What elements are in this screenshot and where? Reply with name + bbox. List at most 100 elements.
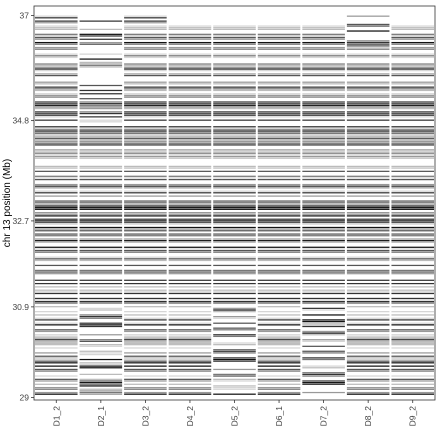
heatmap-cell	[79, 259, 123, 262]
heatmap-cell	[302, 339, 345, 341]
heatmap-cell	[124, 107, 167, 110]
heatmap-cell	[257, 282, 301, 285]
heatmap-cell	[257, 340, 301, 342]
heatmap-cell	[391, 264, 434, 267]
heatmap-cell	[124, 175, 167, 177]
heatmap-cell	[346, 83, 390, 85]
heatmap-cell	[35, 20, 78, 22]
heatmap-cell	[79, 111, 123, 113]
heatmap-cell	[257, 73, 301, 75]
heatmap-cell	[124, 56, 167, 59]
heatmap-cell	[168, 94, 212, 97]
heatmap-cell	[302, 297, 345, 300]
heatmap-cell	[391, 337, 434, 339]
heatmap-cell	[391, 347, 434, 349]
heatmap-cell	[257, 317, 301, 319]
heatmap-cell	[168, 165, 212, 168]
heatmap-cell	[391, 215, 434, 217]
heatmap-cell	[302, 149, 345, 151]
heatmap-cell	[391, 46, 434, 49]
heatmap-cell	[257, 355, 301, 357]
heatmap-cell	[391, 116, 434, 118]
heatmap-cell	[346, 137, 390, 139]
heatmap-cell	[391, 330, 434, 333]
heatmap-cell	[35, 213, 78, 215]
heatmap-cell	[391, 175, 434, 177]
heatmap-cell	[168, 368, 212, 371]
heatmap-cell	[346, 139, 390, 141]
heatmap-cell	[346, 104, 390, 106]
heatmap-cell	[35, 37, 78, 39]
heatmap-cell	[302, 213, 345, 215]
heatmap-cell	[302, 286, 345, 288]
heatmap-cell	[124, 149, 167, 151]
heatmap-cell	[79, 317, 123, 319]
heatmap-cell	[346, 292, 390, 295]
y-tick-label: 29	[20, 393, 30, 403]
heatmap-cell	[346, 299, 390, 301]
y-axis-title: chr 13 position (Mb)	[2, 159, 13, 247]
heatmap-cell	[124, 259, 167, 262]
heatmap-cell	[391, 248, 434, 250]
heatmap-cell	[79, 309, 123, 311]
heatmap-cell	[168, 314, 212, 316]
heatmap-cell	[79, 383, 123, 385]
heatmap-cell	[35, 112, 78, 115]
heatmap-cell	[168, 207, 212, 209]
y-tick-label: 32.7	[12, 216, 29, 226]
heatmap-cell	[346, 282, 390, 285]
heatmap-cell	[35, 251, 78, 253]
heatmap-cell	[302, 345, 345, 347]
heatmap-cell	[168, 324, 212, 326]
heatmap-cell	[35, 192, 78, 194]
heatmap-cell	[257, 177, 301, 179]
heatmap-cell	[124, 202, 167, 204]
heatmap-cell	[79, 132, 123, 134]
heatmap-cell	[168, 378, 212, 380]
heatmap-cell	[213, 106, 256, 108]
heatmap-cell	[346, 15, 390, 17]
heatmap-cell	[346, 249, 390, 252]
heatmap-cell	[168, 65, 212, 67]
heatmap-cell	[346, 375, 390, 377]
heatmap-cell	[168, 178, 212, 181]
heatmap-cell	[79, 41, 123, 44]
heatmap-cell	[391, 360, 434, 362]
heatmap-cell	[257, 94, 301, 97]
heatmap-cell	[346, 258, 390, 260]
heatmap-cell	[79, 208, 123, 210]
heatmap-cell	[346, 131, 390, 133]
heatmap-cell	[391, 233, 434, 235]
heatmap-cell	[79, 195, 123, 197]
heatmap-cell	[391, 322, 434, 324]
heatmap-cell	[79, 207, 123, 209]
heatmap-cell	[124, 37, 167, 39]
heatmap-cell	[391, 192, 434, 194]
heatmap-cell	[391, 208, 434, 210]
heatmap-cell	[302, 215, 345, 217]
heatmap-cell	[79, 365, 123, 367]
heatmap-cell	[346, 360, 390, 362]
heatmap-cell	[213, 241, 256, 243]
heatmap-cell	[213, 380, 256, 382]
heatmap-cell	[79, 286, 123, 288]
heatmap-cell	[346, 111, 390, 113]
heatmap-cell	[35, 150, 78, 153]
heatmap-cell	[168, 28, 212, 30]
heatmap-cell	[168, 322, 212, 324]
heatmap-cell	[124, 200, 167, 202]
heatmap-cell	[213, 28, 256, 30]
heatmap-cell	[346, 101, 390, 103]
heatmap-cell	[35, 48, 78, 50]
heatmap-cell	[168, 187, 212, 189]
heatmap-cell	[346, 178, 390, 181]
heatmap-cell	[302, 96, 345, 98]
heatmap-cell	[213, 264, 256, 267]
heatmap-cell	[168, 183, 212, 186]
heatmap-cell	[346, 200, 390, 202]
heatmap-cell	[391, 167, 434, 169]
heatmap-cell	[257, 322, 301, 324]
heatmap-cell	[302, 264, 345, 267]
heatmap-cell	[302, 183, 345, 186]
heatmap-cell	[213, 334, 256, 336]
